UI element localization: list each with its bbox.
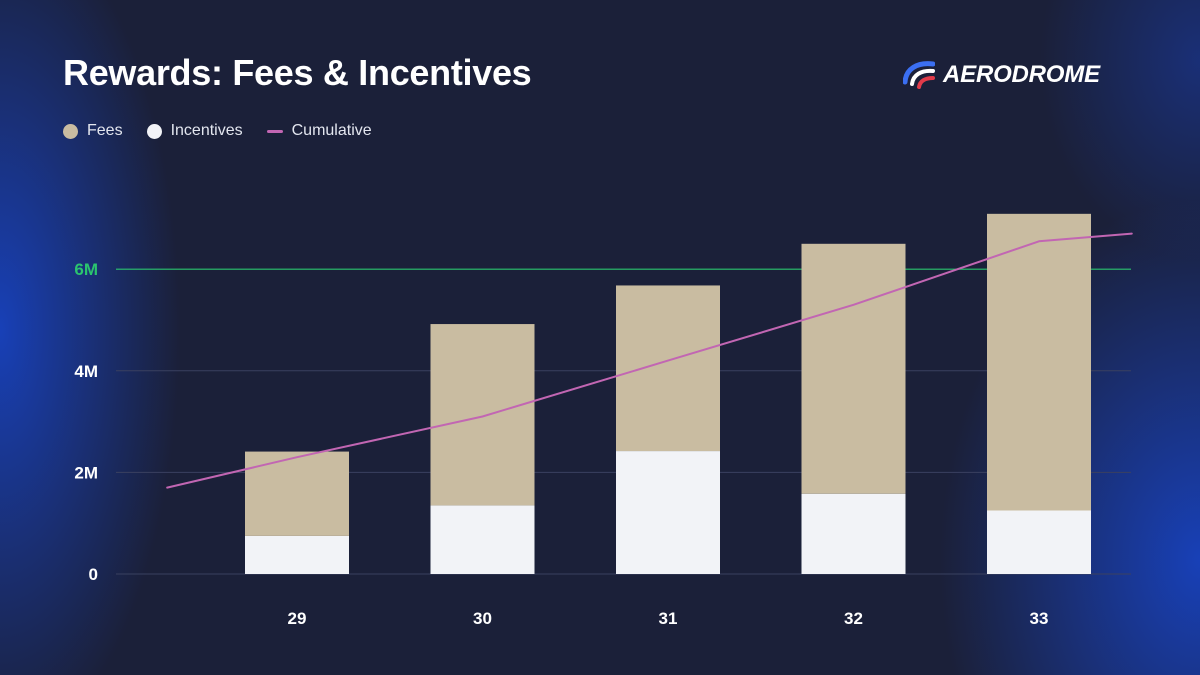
legend-label-cumulative: Cumulative bbox=[291, 122, 372, 139]
bar-incentives-33 bbox=[987, 510, 1091, 574]
y-tick-label: 4M bbox=[74, 362, 98, 381]
x-tick-label: 29 bbox=[288, 609, 307, 628]
legend-label-incentives: Incentives bbox=[170, 122, 243, 139]
x-tick-label: 33 bbox=[1030, 609, 1049, 628]
bar-fees-29 bbox=[245, 451, 349, 536]
bar-fees-32 bbox=[801, 243, 906, 494]
legend-item-incentives: Incentives bbox=[146, 122, 243, 140]
brand-logo: AERODROME bbox=[903, 58, 1100, 92]
legend-swatch-fees bbox=[63, 123, 78, 139]
chart-legend: Fees Incentives Cumulative bbox=[63, 122, 372, 140]
bar-incentives-31 bbox=[616, 451, 720, 574]
x-tick-label: 31 bbox=[659, 609, 678, 628]
x-tick-label: 30 bbox=[473, 609, 492, 628]
bar-incentives-32 bbox=[801, 493, 906, 574]
legend-label-fees: Fees bbox=[87, 122, 123, 139]
bar-incentives-29 bbox=[245, 535, 349, 574]
bar-fees-33 bbox=[987, 213, 1091, 511]
legend-swatch-cumulative bbox=[266, 129, 283, 133]
brand-name: AERODROME bbox=[943, 61, 1100, 88]
bar-fees-30 bbox=[430, 324, 535, 506]
chart-title: Rewards: Fees & Incentives bbox=[63, 52, 532, 93]
legend-item-cumulative: Cumulative bbox=[266, 122, 372, 140]
cumulative-line bbox=[166, 232, 1133, 489]
bar-fees-31 bbox=[616, 285, 720, 452]
bar-incentives-30 bbox=[430, 505, 535, 574]
y-tick-label: 0 bbox=[89, 565, 98, 584]
aerodrome-logo-icon bbox=[903, 61, 935, 89]
legend-item-fees: Fees bbox=[63, 122, 123, 140]
x-tick-label: 32 bbox=[844, 609, 863, 628]
legend-swatch-incentives bbox=[146, 123, 162, 139]
y-tick-label: 6M bbox=[74, 260, 98, 279]
y-tick-label: 2M bbox=[74, 463, 98, 482]
